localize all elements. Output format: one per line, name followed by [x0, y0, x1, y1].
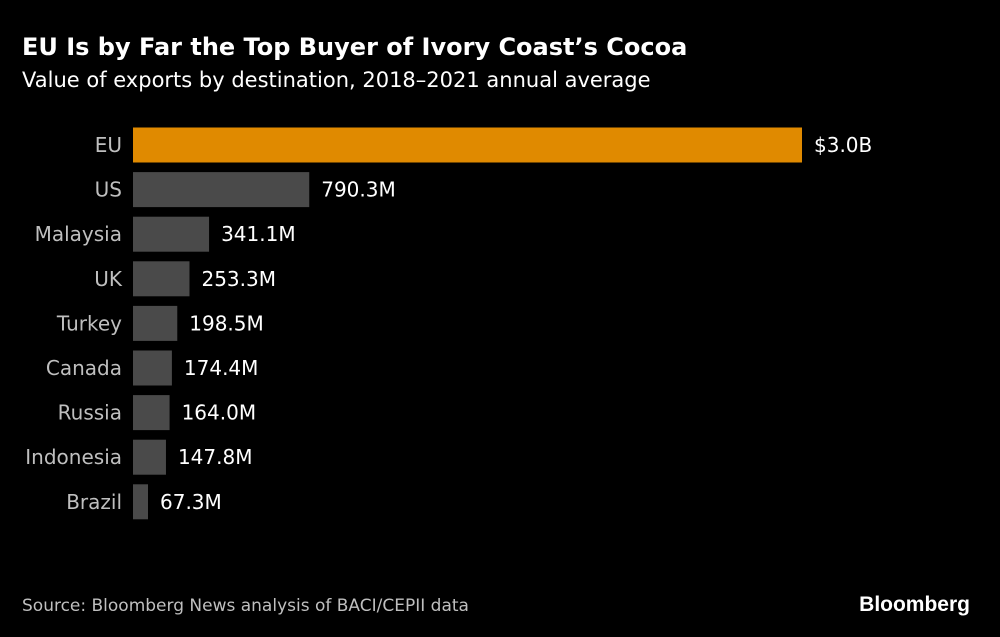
value-label: $3.0B — [814, 133, 872, 157]
value-label: 341.1M — [221, 222, 296, 246]
value-label: 147.8M — [178, 445, 253, 469]
value-label: 164.0M — [182, 401, 257, 425]
chart-title: EU Is by Far the Top Buyer of Ivory Coas… — [22, 33, 688, 61]
category-label: Russia — [58, 401, 122, 425]
source-note: Source: Bloomberg News analysis of BACI/… — [22, 596, 469, 616]
value-label: 174.4M — [184, 356, 259, 380]
value-label: 790.3M — [321, 178, 396, 202]
category-label: Indonesia — [25, 445, 122, 469]
value-label: 253.3M — [201, 267, 276, 291]
category-label: EU — [95, 133, 122, 157]
category-label: Canada — [46, 356, 122, 380]
category-label: Brazil — [66, 490, 122, 514]
bar-russia — [133, 395, 170, 431]
bar-brazil — [133, 484, 149, 520]
category-label: UK — [94, 267, 123, 291]
category-label: Malaysia — [35, 222, 122, 246]
bar-canada — [133, 350, 172, 386]
bar-malaysia — [133, 216, 210, 252]
bloomberg-logo: Bloomberg — [859, 593, 970, 616]
value-label: 198.5M — [189, 311, 264, 335]
category-label: US — [95, 178, 122, 202]
chart-subtitle: Value of exports by destination, 2018–20… — [22, 68, 651, 92]
bar-turkey — [133, 305, 178, 341]
bar-indonesia — [133, 439, 166, 475]
bar-uk — [133, 261, 190, 297]
bar-us — [133, 172, 310, 208]
bar-eu — [133, 127, 802, 163]
value-label: 67.3M — [160, 490, 222, 514]
category-label: Turkey — [56, 311, 122, 335]
